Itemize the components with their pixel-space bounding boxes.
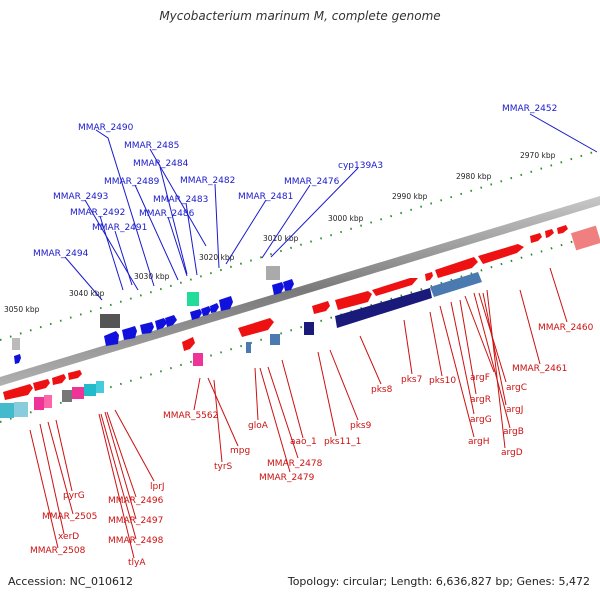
gene-label: MMAR_2485 bbox=[124, 141, 179, 151]
gene-label: argH bbox=[468, 437, 490, 447]
gene-label: pks11_1 bbox=[324, 437, 361, 447]
scale-label: 3020 kbp bbox=[199, 253, 235, 262]
gene-label: MMAR_2496 bbox=[108, 496, 164, 506]
gene-label: pks10 bbox=[429, 376, 456, 386]
accession-label: Accession: NC_010612 bbox=[8, 575, 134, 588]
gene-label: MMAR_2491 bbox=[92, 223, 147, 233]
gene-label: MMAR_2479 bbox=[259, 473, 315, 483]
gene-label: argG bbox=[470, 415, 492, 425]
scale-label: 3010 kbp bbox=[263, 234, 299, 243]
gene-label: xerD bbox=[58, 532, 79, 542]
gene-label: argJ bbox=[506, 405, 523, 415]
gene-label: MMAR_2486 bbox=[139, 209, 195, 219]
gene-label: MMAR_2508 bbox=[30, 546, 86, 556]
scale-label: 3050 kbp bbox=[4, 305, 40, 314]
gene-label: argR bbox=[470, 395, 491, 405]
gene-label: tyrS bbox=[214, 462, 233, 472]
gene-label: MMAR_2497 bbox=[108, 516, 163, 526]
gene-label: MMAR_2498 bbox=[108, 536, 164, 546]
gene-label: lprJ bbox=[150, 482, 165, 492]
scale-label: 3000 kbp bbox=[328, 214, 364, 223]
gene-label: pyrG bbox=[63, 491, 85, 501]
gene-label: MMAR_2505 bbox=[42, 512, 97, 522]
gene-label: MMAR_2481 bbox=[238, 192, 293, 202]
gene-label: pks9 bbox=[350, 421, 372, 431]
feature-track-forward bbox=[0, 225, 600, 418]
gene-label: pks8 bbox=[371, 385, 393, 395]
gene-label: tlyA bbox=[128, 558, 146, 568]
genome-backbone bbox=[0, 196, 600, 386]
gene-label: MMAR_2483 bbox=[153, 195, 208, 205]
gene-label: argB bbox=[503, 427, 524, 437]
gene-label: mpg bbox=[230, 446, 250, 456]
gene-label: MMAR_2478 bbox=[267, 459, 323, 469]
gene-label: pks7 bbox=[401, 375, 422, 385]
gene-label: MMAR_2460 bbox=[538, 323, 594, 333]
gene-label: argF bbox=[470, 373, 490, 383]
gene-label: argC bbox=[506, 383, 527, 393]
scale-label: 2970 kbp bbox=[520, 151, 556, 160]
gene-labels-red: MMAR_2460 MMAR_2461 argC argF argJ argR … bbox=[30, 323, 594, 568]
scale-label: 3030 kbp bbox=[134, 272, 170, 281]
gene-label: MMAR_2490 bbox=[78, 123, 134, 133]
gene-label: gloA bbox=[248, 421, 269, 431]
gene-label: MMAR_2476 bbox=[284, 177, 340, 187]
gene-label: MMAR_2492 bbox=[70, 208, 125, 218]
scale-label: 2990 kbp bbox=[392, 192, 428, 201]
gene-labels-blue: MMAR_2452 MMAR_2490 MMAR_2485 MMAR_2484 … bbox=[33, 104, 557, 259]
gene-label: MMAR_5562 bbox=[163, 411, 218, 421]
gene-label: aao_1 bbox=[290, 437, 317, 447]
topology-summary: Topology: circular; Length: 6,636,827 bp… bbox=[287, 575, 590, 588]
feature-track-reverse bbox=[12, 266, 294, 364]
gene-label: cyp139A3 bbox=[338, 161, 383, 171]
scale-label: 3040 kbp bbox=[69, 289, 105, 298]
gene-label: MMAR_2461 bbox=[512, 364, 567, 374]
gene-label: MMAR_2494 bbox=[33, 249, 89, 259]
label-leaders bbox=[29, 113, 598, 559]
gene-label: argD bbox=[501, 448, 523, 458]
gene-label: MMAR_2482 bbox=[180, 176, 235, 186]
gene-label: MMAR_2493 bbox=[53, 192, 108, 202]
gene-label: MMAR_2489 bbox=[104, 177, 160, 187]
scale-labels: 2970 kbp 2980 kbp 2990 kbp 3000 kbp 3010… bbox=[4, 151, 556, 314]
scale-label: 2980 kbp bbox=[456, 172, 492, 181]
genome-title: Mycobacterium marinum M, complete genome bbox=[159, 9, 441, 23]
gene-label: MMAR_2484 bbox=[133, 159, 189, 169]
gene-label: MMAR_2452 bbox=[502, 104, 557, 114]
